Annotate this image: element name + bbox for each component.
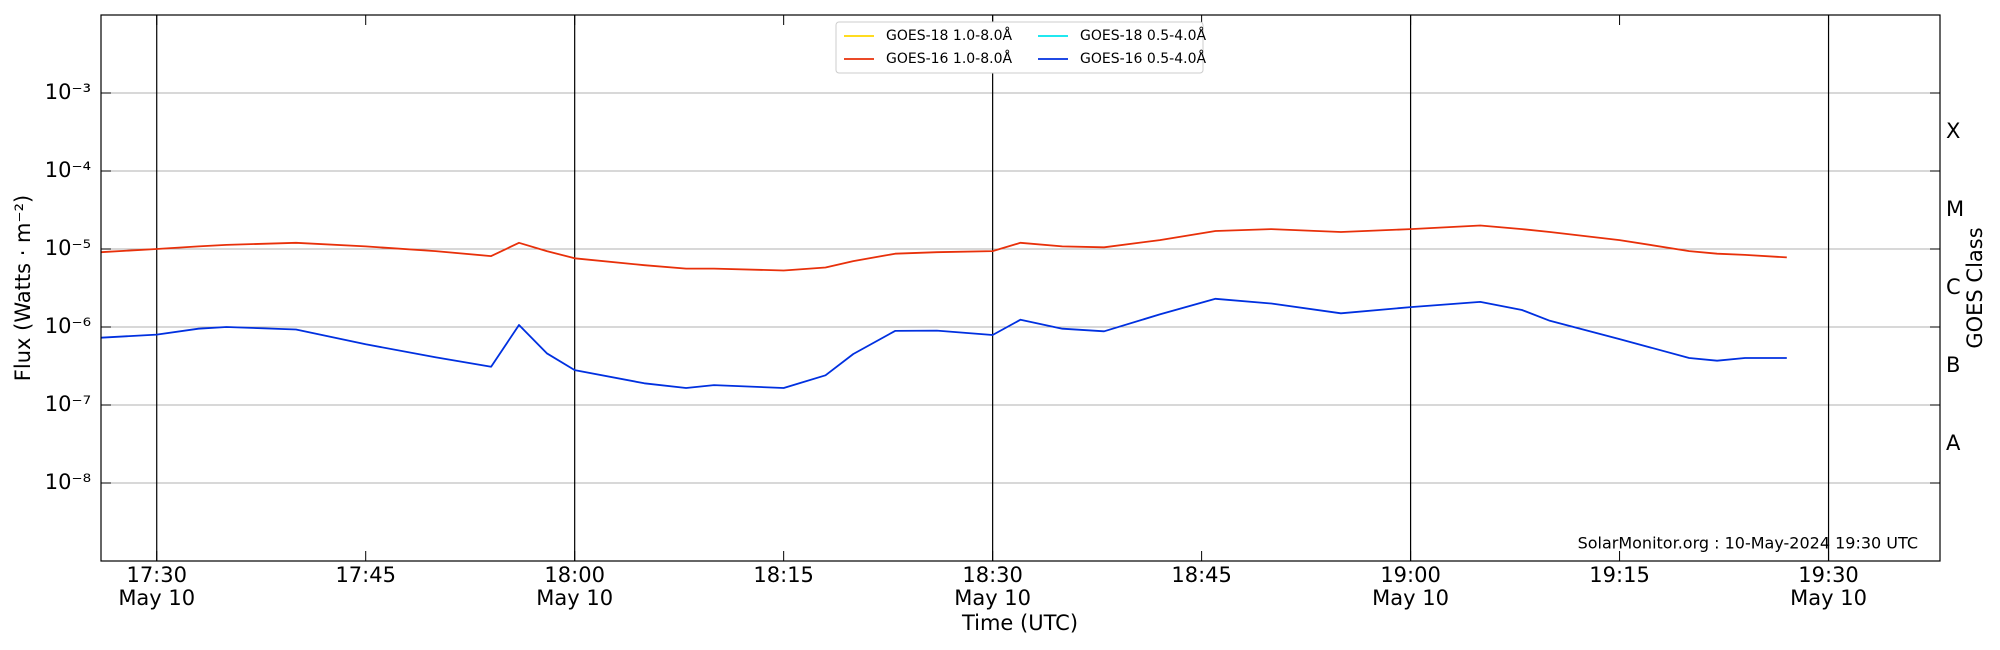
x-tick-label: May 10 <box>954 586 1031 610</box>
legend-label: GOES-16 1.0-8.0Å <box>886 50 1012 67</box>
y-tick-label: 10⁻⁵ <box>45 236 91 260</box>
y-tick-label: 10⁻⁸ <box>45 470 91 494</box>
x-tick-label: May 10 <box>1790 586 1867 610</box>
legend-label: GOES-18 1.0-8.0Å <box>886 27 1012 44</box>
class-label: X <box>1946 119 1960 143</box>
legend-label: GOES-16 0.5-4.0Å <box>1080 50 1206 67</box>
x-tick-label: 17:45 <box>335 563 396 587</box>
x-tick-label: 19:30 <box>1798 563 1859 587</box>
class-label: B <box>1946 353 1960 377</box>
plot-frame <box>100 14 1941 562</box>
x-tick-label: 19:00 <box>1380 563 1441 587</box>
series-line <box>100 297 1787 389</box>
legend: GOES-18 1.0-8.0Å GOES-16 1.0-8.0Å GOES-18 … <box>835 21 1206 74</box>
x-tick-label: May 10 <box>536 586 613 610</box>
y-tick-label: 10⁻⁴ <box>45 158 91 182</box>
x-tick-label: 19:15 <box>1589 563 1650 587</box>
x-tick-label: May 10 <box>118 586 195 610</box>
y-axis-label: Flux (Watts · m⁻²) <box>11 195 35 381</box>
legend-label: GOES-18 0.5-4.0Å <box>1080 27 1206 44</box>
x-tick-label: 18:00 <box>544 563 605 587</box>
class-label: A <box>1946 431 1961 455</box>
y-tick-label: 10⁻³ <box>45 80 91 104</box>
x-tick-label: 17:30 <box>126 563 187 587</box>
x-axis-label: Time (UTC) <box>961 611 1078 635</box>
y2-axis-label: GOES Class <box>1963 227 1987 348</box>
y-tick-label: 10⁻⁶ <box>45 314 91 338</box>
annotation: SolarMonitor.org : 10-May-2024 19:30 UTC <box>1578 534 1918 553</box>
x-tick-label: May 10 <box>1372 586 1449 610</box>
class-label: M <box>1946 197 1964 221</box>
x-tick-label: 18:45 <box>1171 563 1232 587</box>
x-tick-label: 18:15 <box>753 563 814 587</box>
class-label: C <box>1946 275 1961 299</box>
legend-box <box>835 21 1204 74</box>
y-tick-label: 10⁻⁷ <box>45 392 91 416</box>
x-tick-label: 18:30 <box>962 563 1023 587</box>
series-line <box>100 224 1787 272</box>
